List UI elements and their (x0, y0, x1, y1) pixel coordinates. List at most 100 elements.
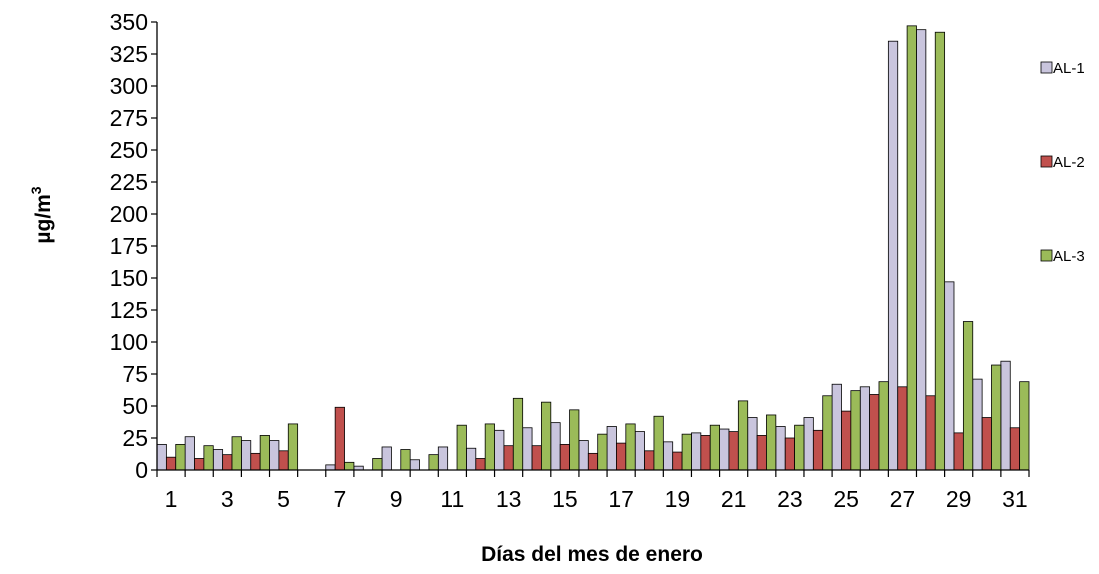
y-tick-label: 25 (122, 425, 148, 451)
x-tick-label: 31 (1002, 486, 1028, 512)
bar-al-3-day-4 (259, 435, 270, 471)
bar-al-1-day-2 (184, 436, 195, 471)
bar-al-1-day-7 (325, 464, 336, 471)
y-tick-labels: 0 25 50 75 100 125 150 175 200 225 250 275 300 325 350 (110, 9, 148, 483)
y-tick-label: 125 (110, 297, 148, 323)
bar-al-3-day-9 (400, 449, 411, 471)
bar-al-1-day-18 (634, 431, 645, 471)
bar-al-3-day-14 (541, 401, 552, 471)
bar-al-1-day-23 (775, 426, 786, 471)
bar-al-3-day-2 (203, 445, 214, 471)
bar-al-3-day-20 (709, 424, 720, 471)
axes (156, 22, 1030, 477)
x-tick-label: 13 (496, 486, 522, 512)
legend-swatch-al-3 (1040, 249, 1053, 262)
bar-al-2-day-3 (222, 454, 233, 471)
bar-al-1-day-5 (269, 440, 280, 471)
bar-al-1-day-30 (972, 378, 983, 471)
x-tick-label: 29 (946, 486, 972, 512)
bar-al-1-day-27 (887, 40, 899, 471)
y-tick-label: 275 (110, 105, 148, 131)
bar-al-2-day-7 (334, 406, 345, 471)
bar-al-1-day-12 (466, 447, 477, 471)
bar-al-1-day-17 (606, 426, 617, 471)
bar-al-1-day-20 (691, 432, 702, 471)
y-axis-title-main: µg/m (32, 194, 55, 243)
y-tick-label: 250 (110, 137, 148, 163)
bar-al-2-day-4 (250, 452, 261, 471)
bar-al-3-day-1 (175, 443, 186, 471)
bar-al-2-day-30 (981, 417, 992, 471)
x-tick-label: 25 (833, 486, 859, 512)
x-tick-label: 5 (277, 486, 290, 512)
bar-al-2-day-17 (616, 442, 627, 471)
bar-al-2-day-19 (672, 451, 683, 471)
bar-al-2-day-23 (784, 437, 795, 471)
y-tick-label: 50 (122, 393, 148, 419)
bar-al-1-day-29 (944, 281, 955, 471)
bar-al-2-day-1 (165, 456, 177, 471)
bar-al-3-day-22 (766, 414, 777, 471)
bar-al-1-day-28 (916, 29, 927, 471)
y-tick-label: 300 (110, 73, 148, 99)
legend-label-al-3: AL-3 (1053, 248, 1085, 265)
bar-al-1-day-25 (831, 383, 842, 471)
bar-al-3-day-27 (906, 25, 917, 471)
bar-al-2-day-21 (728, 431, 739, 471)
y-tick-label: 75 (122, 361, 148, 387)
bar-al-1-day-1 (156, 443, 167, 471)
bar-al-3-day-30 (991, 364, 1002, 471)
bar-al-1-day-11 (437, 446, 449, 471)
bar-al-3-day-8 (372, 458, 383, 471)
bar-al-1-day-3 (212, 449, 224, 471)
legend-swatch-al-2 (1040, 155, 1053, 168)
bar-al-1-day-14 (522, 427, 533, 471)
bar-al-1-day-26 (859, 386, 871, 471)
bar-al-3-day-19 (681, 433, 692, 471)
bar-al-1-day-16 (578, 440, 589, 471)
bar-al-1-day-21 (719, 428, 730, 471)
bar-al-3-day-13 (512, 397, 524, 471)
bar-al-2-day-5 (278, 450, 289, 471)
bar-al-2-day-13 (503, 445, 514, 471)
bar-al-2-day-25 (841, 410, 852, 471)
bar-al-2-day-22 (756, 435, 767, 471)
bar-al-2-day-15 (559, 443, 570, 471)
bar-al-3-day-17 (625, 423, 636, 471)
x-tick-label: 15 (552, 486, 578, 512)
bar-al-3-day-29 (962, 321, 974, 471)
y-tick-label: 0 (135, 457, 148, 483)
bar-al-3-day-18 (653, 415, 664, 471)
x-tick-labels: 1 3 5 7 9 11 13 15 17 19 21 23 25 27 29 31 (165, 486, 1028, 512)
bar-al-3-day-23 (794, 424, 805, 471)
bar-al-2-day-31 (1009, 427, 1021, 471)
x-tick-label: 3 (221, 486, 234, 512)
bar-al-3-day-31 (1019, 381, 1030, 471)
y-tick-label: 200 (110, 201, 148, 227)
x-tick-label: 9 (390, 486, 403, 512)
bar-al-3-day-21 (737, 400, 749, 471)
bar-al-2-day-20 (700, 435, 711, 471)
bar-al-1-day-10 (409, 459, 420, 471)
bar-al-1-day-31 (1000, 360, 1011, 471)
bar-al-2-day-18 (644, 450, 655, 471)
bar-al-1-day-9 (381, 446, 392, 471)
bar-al-2-day-26 (869, 394, 880, 471)
legend: AL-1 AL-2 AL-3 (1040, 60, 1085, 265)
bars (156, 25, 1030, 471)
bar-al-3-day-10 (428, 454, 439, 471)
bar-al-3-day-15 (569, 409, 580, 471)
x-axis-title: Días del mes de enero (481, 543, 703, 566)
legend-label-al-2: AL-2 (1053, 154, 1085, 171)
y-tick-label: 150 (110, 265, 148, 291)
bar-al-1-day-4 (240, 440, 252, 471)
bar-al-3-day-12 (484, 423, 495, 471)
y-tick-label: 100 (110, 329, 148, 355)
bar-al-2-day-29 (953, 432, 964, 471)
bar-al-3-day-11 (456, 424, 467, 471)
bar-al-2-day-27 (897, 386, 908, 471)
y-tick-label: 325 (110, 41, 148, 67)
legend-label-al-1: AL-1 (1053, 60, 1085, 77)
y-tick-label: 225 (110, 169, 148, 195)
